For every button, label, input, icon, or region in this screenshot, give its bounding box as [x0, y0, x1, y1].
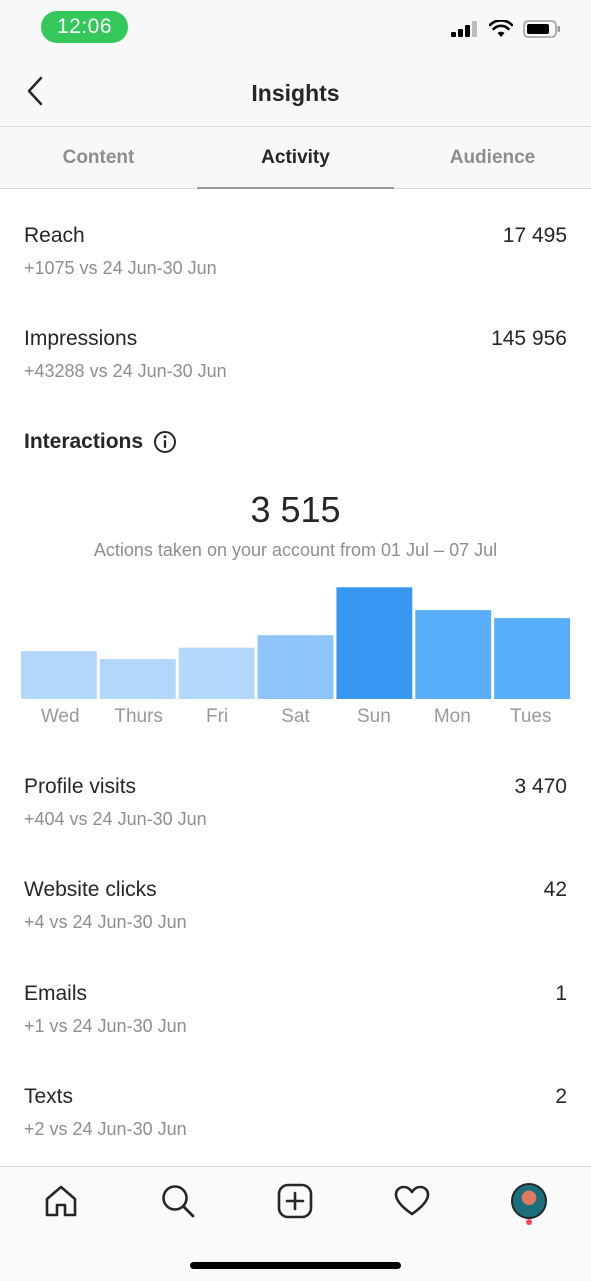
chart-bar-wed[interactable]: [21, 651, 97, 699]
metric-comparison: +1 vs 24 Jun-30 Jun: [24, 1016, 187, 1036]
metric-impressions[interactable]: Impressions 145 956 +43288 vs 24 Jun-30 …: [24, 327, 567, 387]
metric-value: 3 470: [514, 775, 567, 798]
metric-comparison: +4 vs 24 Jun-30 Jun: [24, 912, 187, 932]
metric-profile-visits[interactable]: Profile visits 3 470 +404 vs 24 Jun-30 J…: [24, 775, 567, 835]
tab-bar: Content Activity Audience: [0, 127, 591, 189]
metric-label: Profile visits: [24, 775, 137, 798]
metric-comparison: +2 vs 24 Jun-30 Jun: [24, 1119, 187, 1139]
search-icon: [162, 1185, 195, 1218]
metric-comparison: +1075 vs 24 Jun-30 Jun: [24, 258, 217, 278]
metric-value: 17 495: [502, 224, 567, 247]
chart-bar-sat[interactable]: [257, 635, 334, 699]
metric-comparison: +404 vs 24 Jun-30 Jun: [24, 809, 207, 829]
status-icons: [451, 20, 561, 38]
metric-texts[interactable]: Texts 2 +2 vs 24 Jun-30 Jun: [24, 1085, 567, 1145]
bottom-nav: [0, 1166, 591, 1281]
info-icon[interactable]: [153, 430, 177, 454]
page-title: Insights: [251, 80, 340, 106]
chevron-left-icon: [27, 76, 43, 106]
metric-label: Reach: [24, 224, 85, 247]
metric-website-clicks[interactable]: Website clicks 42 +4 vs 24 Jun-30 Jun: [24, 878, 567, 938]
wifi-icon: [489, 20, 513, 37]
interactions-total: 3 515: [250, 489, 341, 530]
nav-profile-button[interactable]: [499, 1179, 559, 1223]
metric-emails[interactable]: Emails 1 +1 vs 24 Jun-30 Jun: [24, 982, 567, 1042]
battery-icon: [523, 20, 560, 38]
cellular-signal-icon: [451, 21, 477, 37]
section-title: Interactions: [24, 430, 144, 453]
chart-label-thurs: Thurs: [114, 706, 163, 727]
metric-value: 42: [543, 878, 567, 901]
chart-label-sat: Sat: [281, 706, 310, 727]
tab-content[interactable]: Content: [62, 147, 135, 168]
chart-bar-fri[interactable]: [178, 647, 255, 699]
status-time: 12:06: [41, 11, 128, 43]
metric-comparison: +43288 vs 24 Jun-30 Jun: [24, 361, 227, 381]
chart-label-sun: Sun: [356, 706, 391, 727]
chart-bar-thurs[interactable]: [99, 659, 176, 699]
metric-label: Emails: [24, 982, 88, 1005]
home-indicator[interactable]: [190, 1262, 401, 1269]
chart-label-fri: Fri: [205, 706, 229, 727]
metric-value: 145 956: [491, 327, 567, 350]
home-icon: [45, 1185, 77, 1217]
notification-dot: [526, 1219, 532, 1225]
metric-label: Website clicks: [24, 878, 157, 901]
chart-bar-mon[interactable]: [415, 610, 492, 699]
chart-day-labels: Wed Thurs Fri Sat Sun Mon Tues: [21, 706, 570, 732]
tab-activity[interactable]: Activity: [197, 127, 394, 189]
tab-audience[interactable]: Audience: [449, 147, 536, 168]
chart-label-wed: Wed: [40, 706, 80, 727]
metric-label: Impressions: [24, 327, 138, 350]
interactions-heading: Interactions: [24, 430, 177, 454]
nav-home-button[interactable]: [31, 1179, 91, 1223]
metric-reach[interactable]: Reach 17 495 +1075 vs 24 Jun-30 Jun: [24, 224, 567, 284]
metric-label: Texts: [24, 1085, 74, 1108]
add-post-icon: [277, 1183, 313, 1219]
chart-label-mon: Mon: [433, 706, 471, 727]
nav-new-post-button[interactable]: [265, 1179, 325, 1223]
back-button[interactable]: [18, 74, 52, 108]
chart-bar-tues[interactable]: [494, 618, 570, 699]
heart-icon: [394, 1185, 430, 1216]
nav-search-button[interactable]: [148, 1179, 208, 1223]
status-bar: 12:06: [0, 0, 591, 56]
chart-label-tues: Tues: [509, 706, 552, 727]
header: Insights: [0, 56, 591, 127]
chart-bar-sun[interactable]: [336, 587, 413, 699]
profile-avatar: [511, 1183, 547, 1219]
interactions-caption: Actions taken on your account from 01 Ju…: [93, 540, 498, 560]
metric-value: 2: [555, 1085, 567, 1108]
interactions-bar-chart: [21, 587, 570, 699]
metric-value: 1: [555, 982, 567, 1005]
nav-activity-button[interactable]: [382, 1179, 442, 1223]
